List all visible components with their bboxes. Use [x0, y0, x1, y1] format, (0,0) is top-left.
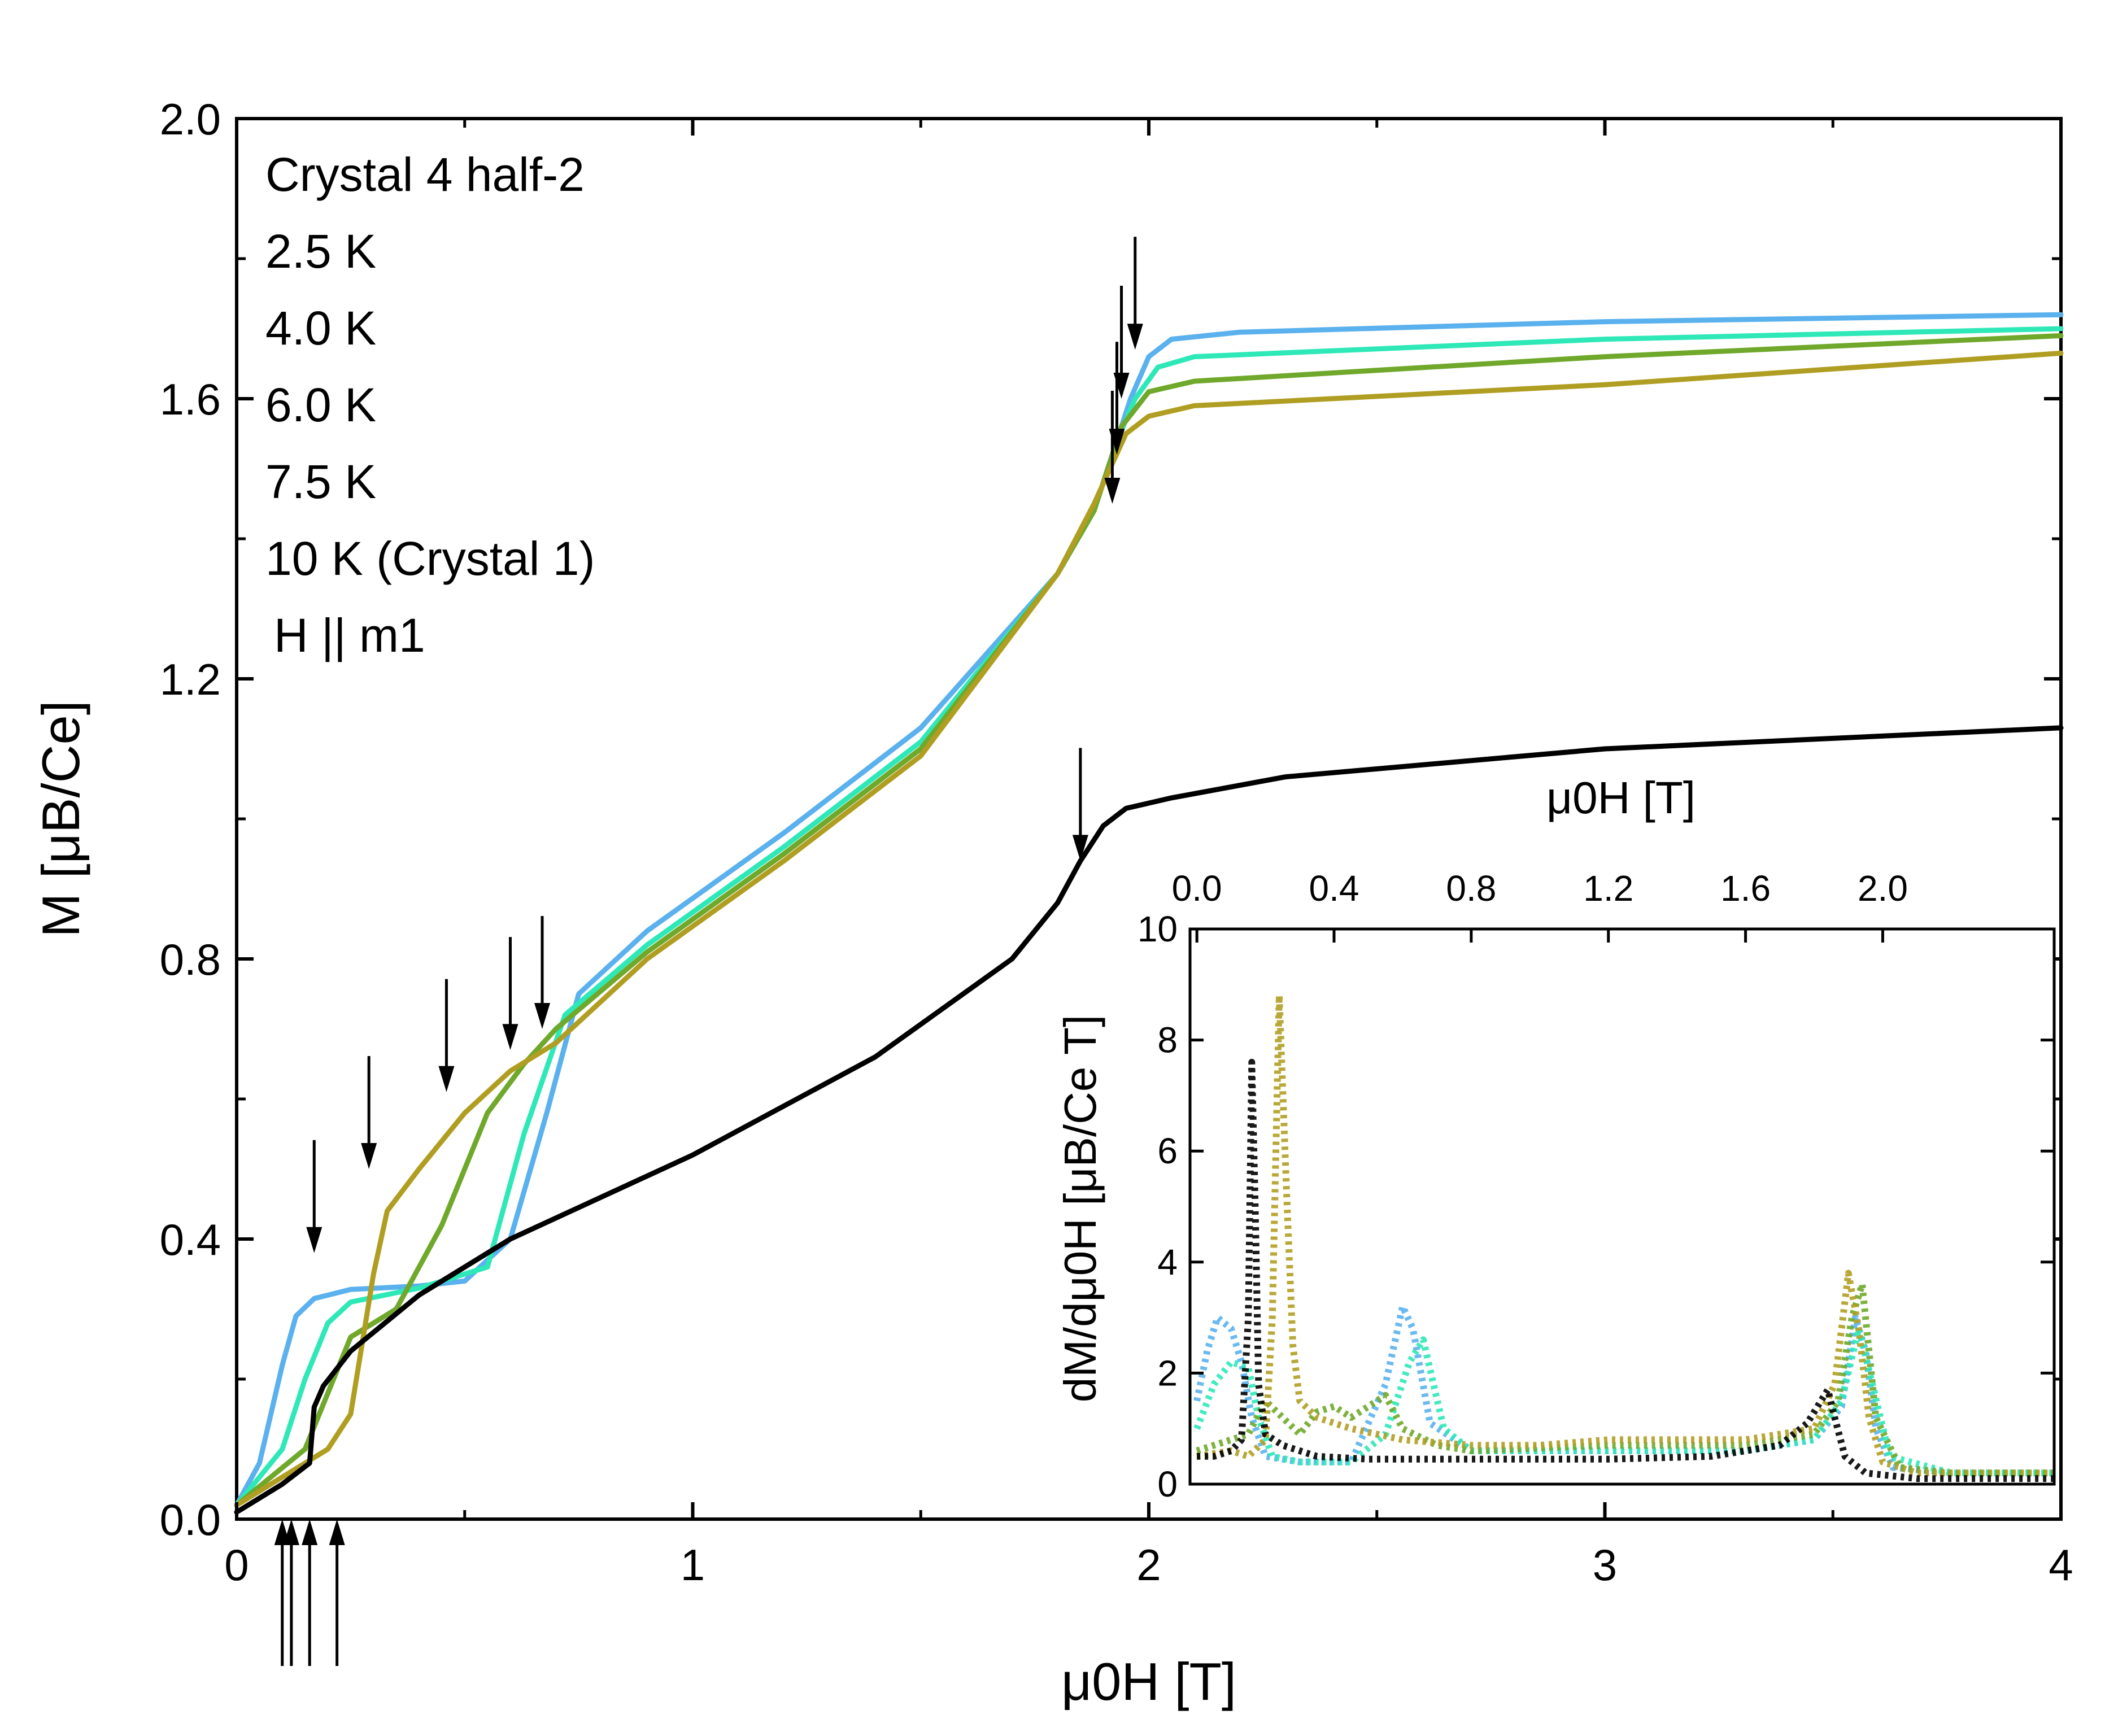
series-line-7-5-k — [234, 350, 2064, 1508]
inset-series-layer — [1193, 992, 2054, 1482]
inset-y-tick-label: 4 — [1157, 1242, 1178, 1283]
x-tick-label: 0 — [224, 1540, 249, 1590]
legend-entry-10k: 10 K (Crystal 1) — [265, 532, 595, 585]
legend-entry-2-5k: 2.5 K — [265, 225, 376, 278]
down-arrow — [1109, 342, 1125, 455]
legend-header: Crystal 4 half-2 — [265, 148, 585, 201]
legend-entry-4-0k: 4.0 K — [265, 302, 376, 355]
series-line-4-0-k — [234, 326, 2064, 1508]
inset-y-tick-label: 6 — [1157, 1131, 1178, 1171]
down-arrow — [438, 979, 455, 1092]
down-arrow — [1127, 237, 1143, 350]
y-tick-label: 1.6 — [160, 374, 221, 424]
down-arrow — [502, 937, 518, 1050]
inset-x-axis-title: μ0H [T] — [1546, 773, 1696, 823]
down-arrow — [1113, 286, 1130, 399]
inset-x-tick-label: 1.6 — [1720, 868, 1771, 909]
legend: Crystal 4 half-2 2.5 K 4.0 K 6.0 K 7.5 K… — [265, 148, 595, 662]
inset-ticks-layer: 0.0 0.4 0.8 1.2 1.6 2.0 0 2 4 6 8 10 — [1138, 868, 2054, 1504]
x-tick-label: 3 — [1593, 1540, 1617, 1590]
legend-footer: H || m1 — [274, 609, 425, 662]
inset-y-tick-label: 2 — [1157, 1353, 1178, 1393]
series-line-2-5-k — [234, 312, 2064, 1508]
inset-background — [1190, 929, 2054, 1484]
up-arrow — [329, 1519, 345, 1666]
y-tick-label: 0.4 — [160, 1215, 221, 1264]
series-line-10-k-crystal-1 — [234, 725, 2064, 1515]
inset-y-tick-label: 8 — [1157, 1020, 1178, 1061]
main-arrows-layer — [274, 237, 1143, 1666]
y-tick-label: 1.2 — [160, 655, 221, 704]
x-tick-label: 1 — [681, 1540, 705, 1590]
down-arrow — [534, 916, 551, 1029]
inset-series-10-k-crystal-1 — [1197, 1058, 2054, 1482]
y-tick-label: 2.0 — [160, 94, 221, 144]
main-ticks-layer: 0 1 2 3 4 0.0 0.4 0.8 1.2 1.6 2.0 — [160, 94, 2073, 1590]
y-tick-label: 0.0 — [160, 1495, 221, 1545]
inset-plot-frame — [1188, 927, 2056, 1486]
inset-x-tick-label: 0.8 — [1446, 868, 1496, 909]
inset-y-tick-label: 0 — [1157, 1464, 1178, 1504]
inset-x-tick-label: 2.0 — [1858, 868, 1908, 909]
main-series-layer — [234, 312, 2064, 1515]
x-tick-label: 2 — [1136, 1540, 1161, 1590]
legend-entry-6-0k: 6.0 K — [265, 378, 376, 431]
inset-x-tick-label: 1.2 — [1583, 868, 1633, 909]
x-tick-label: 4 — [2049, 1540, 2073, 1590]
inset-x-tick-label: 0.4 — [1309, 868, 1359, 909]
legend-entry-7-5k: 7.5 K — [265, 455, 376, 508]
down-arrow — [1072, 748, 1088, 861]
inset-series-7-5-k — [1196, 992, 2054, 1477]
inset-y-axis-title: dM/dμ0H [μB/Ce T] — [1055, 1015, 1105, 1402]
inset-series-6-0-k — [1196, 1281, 2054, 1477]
y-tick-label: 0.8 — [160, 935, 221, 984]
inset-x-tick-label: 0.0 — [1172, 868, 1222, 909]
main-y-axis-title: M [μB/Ce] — [31, 700, 90, 937]
inset-y-tick-label: 10 — [1138, 909, 1178, 949]
up-arrow — [283, 1519, 299, 1666]
down-arrow — [306, 1140, 322, 1253]
series-line-6-0-k — [234, 333, 2064, 1508]
main-x-axis-title: μ0H [T] — [1061, 1652, 1236, 1711]
down-arrow — [361, 1056, 377, 1169]
inset-series-4-0-k — [1193, 1325, 2054, 1477]
up-arrow — [302, 1519, 318, 1666]
